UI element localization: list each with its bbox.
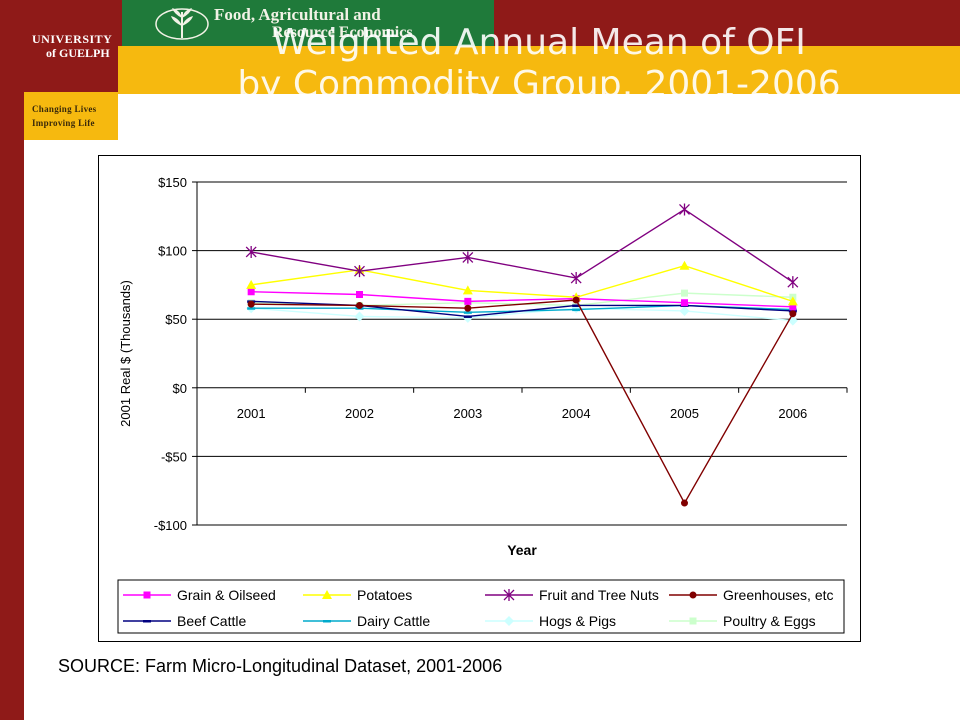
data-point-hogs-pigs xyxy=(354,311,365,322)
data-point-dairy-cattle xyxy=(572,308,581,312)
data-point-fruit-and-tree-nuts xyxy=(245,245,257,258)
logo-line-1: UNIVERSITY xyxy=(32,32,113,46)
y-tick-label: $50 xyxy=(165,312,187,327)
data-point-hogs-pigs xyxy=(679,305,690,316)
data-point-grain-oilseed xyxy=(247,288,255,296)
legend-label-potatoes: Potatoes xyxy=(357,587,412,603)
header-gold-band xyxy=(118,46,960,94)
series-line-potatoes xyxy=(251,264,794,303)
university-logo: UNIVERSITY of GUELPH xyxy=(24,0,118,92)
y-tick-label: -$100 xyxy=(154,518,187,533)
legend-label-beef-cattle: Beef Cattle xyxy=(177,613,246,629)
x-tick-label: 2003 xyxy=(453,406,482,421)
department-line-1: Food, Agricultural and xyxy=(214,5,381,24)
line-chart: $150 $100 $50 $0 -$50 -$100 2001 2002 2003 2004 20… xyxy=(117,175,848,634)
legend-label-fruit-and-tree-nuts: Fruit and Tree Nuts xyxy=(539,587,659,603)
legend-marker-potatoes xyxy=(322,590,332,599)
series-line-hogs-pigs xyxy=(251,307,793,322)
y-axis-title: 2001 Real $ (Thousands) xyxy=(118,280,133,427)
data-point-potatoes xyxy=(462,285,473,295)
legend-label-poultry-eggs: Poultry & Eggs xyxy=(723,613,816,629)
legend-marker-greenhouses-etc xyxy=(689,591,697,599)
data-point-beef-cattle xyxy=(463,315,472,318)
slide-title-line-2: by Commodity Group, 2001-2006 xyxy=(237,64,841,94)
logo-line-2: of GUELPH xyxy=(46,46,110,60)
data-point-greenhouses-etc xyxy=(247,300,255,308)
data-point-poultry-eggs xyxy=(681,289,688,297)
legend-marker-poultry-eggs xyxy=(689,617,697,625)
slide-title-line-1: Weighted Annual Mean of OFI xyxy=(272,22,806,63)
data-point-fruit-and-tree-nuts xyxy=(462,251,474,264)
data-point-grain-oilseed xyxy=(681,299,688,307)
data-point-greenhouses-etc xyxy=(356,301,363,309)
x-tick-label: 2005 xyxy=(670,406,699,421)
y-tick-label: $0 xyxy=(173,381,187,396)
slide-title-area: Weighted Annual Mean of OFI by Commodity… xyxy=(118,0,960,94)
data-point-fruit-and-tree-nuts xyxy=(787,276,799,289)
data-point-greenhouses-etc xyxy=(572,296,580,304)
data-point-grain-oilseed xyxy=(356,291,363,299)
y-tick-label: -$50 xyxy=(161,449,187,464)
tagline-line-2: Improving Life xyxy=(32,118,95,128)
legend-marker-dairy-cattle xyxy=(323,620,331,623)
legend-label-grain-oilseed: Grain & Oilseed xyxy=(177,587,276,603)
data-point-fruit-and-tree-nuts xyxy=(679,203,690,216)
y-tick-label: $100 xyxy=(158,244,187,259)
data-point-grain-oilseed xyxy=(789,303,797,311)
y-tick-label: $150 xyxy=(158,175,187,190)
x-tick-label: 2004 xyxy=(562,406,591,421)
legend-marker-grain-oilseed xyxy=(143,591,151,599)
legend-marker-fruit-and-tree-nuts xyxy=(503,589,515,601)
data-point-beef-cattle xyxy=(572,304,581,307)
data-point-greenhouses-etc xyxy=(789,310,797,318)
data-point-dairy-cattle xyxy=(247,307,256,310)
legend-label-hogs-pigs: Hogs & Pigs xyxy=(539,613,616,629)
wheat-leaf-icon xyxy=(155,8,209,40)
legend-marker-beef-cattle xyxy=(143,620,151,623)
left-accent-bar xyxy=(0,0,24,720)
chart-frame: $150 $100 $50 $0 -$50 -$100 2001 2002 2003 2004 20… xyxy=(98,155,861,642)
data-point-potatoes xyxy=(787,296,798,306)
legend-box xyxy=(117,579,845,634)
x-axis-title: Year xyxy=(507,542,537,558)
department-banner: Food, Agricultural and Resource Economic… xyxy=(122,0,494,46)
data-point-grain-oilseed xyxy=(464,297,472,305)
tagline-line-1: Changing Lives xyxy=(32,104,97,114)
x-tick-label: 2006 xyxy=(778,406,807,421)
legend-label-greenhouses-etc: Greenhouses, etc xyxy=(723,587,834,603)
source-note: SOURCE: Farm Micro-Longitudinal Dataset,… xyxy=(58,656,503,676)
data-point-potatoes xyxy=(246,279,257,289)
data-point-potatoes xyxy=(679,260,690,270)
x-tick-label: 2001 xyxy=(237,406,266,421)
series-line-grain-oilseed xyxy=(251,291,793,308)
data-point-fruit-and-tree-nuts xyxy=(570,272,582,285)
department-line-2: Resource Economics xyxy=(272,24,413,41)
legend-marker-hogs-pigs xyxy=(504,616,514,626)
data-point-greenhouses-etc xyxy=(681,499,688,507)
data-point-fruit-and-tree-nuts xyxy=(354,265,365,278)
data-point-greenhouses-etc xyxy=(464,304,472,312)
legend-label-dairy-cattle: Dairy Cattle xyxy=(357,613,430,629)
series-line-greenhouses-etc xyxy=(251,299,794,505)
data-point-dairy-cattle xyxy=(463,311,472,314)
series-line-fruit-and-tree-nuts xyxy=(251,208,794,283)
slide-title: Weighted Annual Mean of OFI by Commodity… xyxy=(118,22,960,94)
tagline: Changing Lives Improving Life xyxy=(24,92,118,140)
x-tick-label: 2002 xyxy=(345,406,374,421)
